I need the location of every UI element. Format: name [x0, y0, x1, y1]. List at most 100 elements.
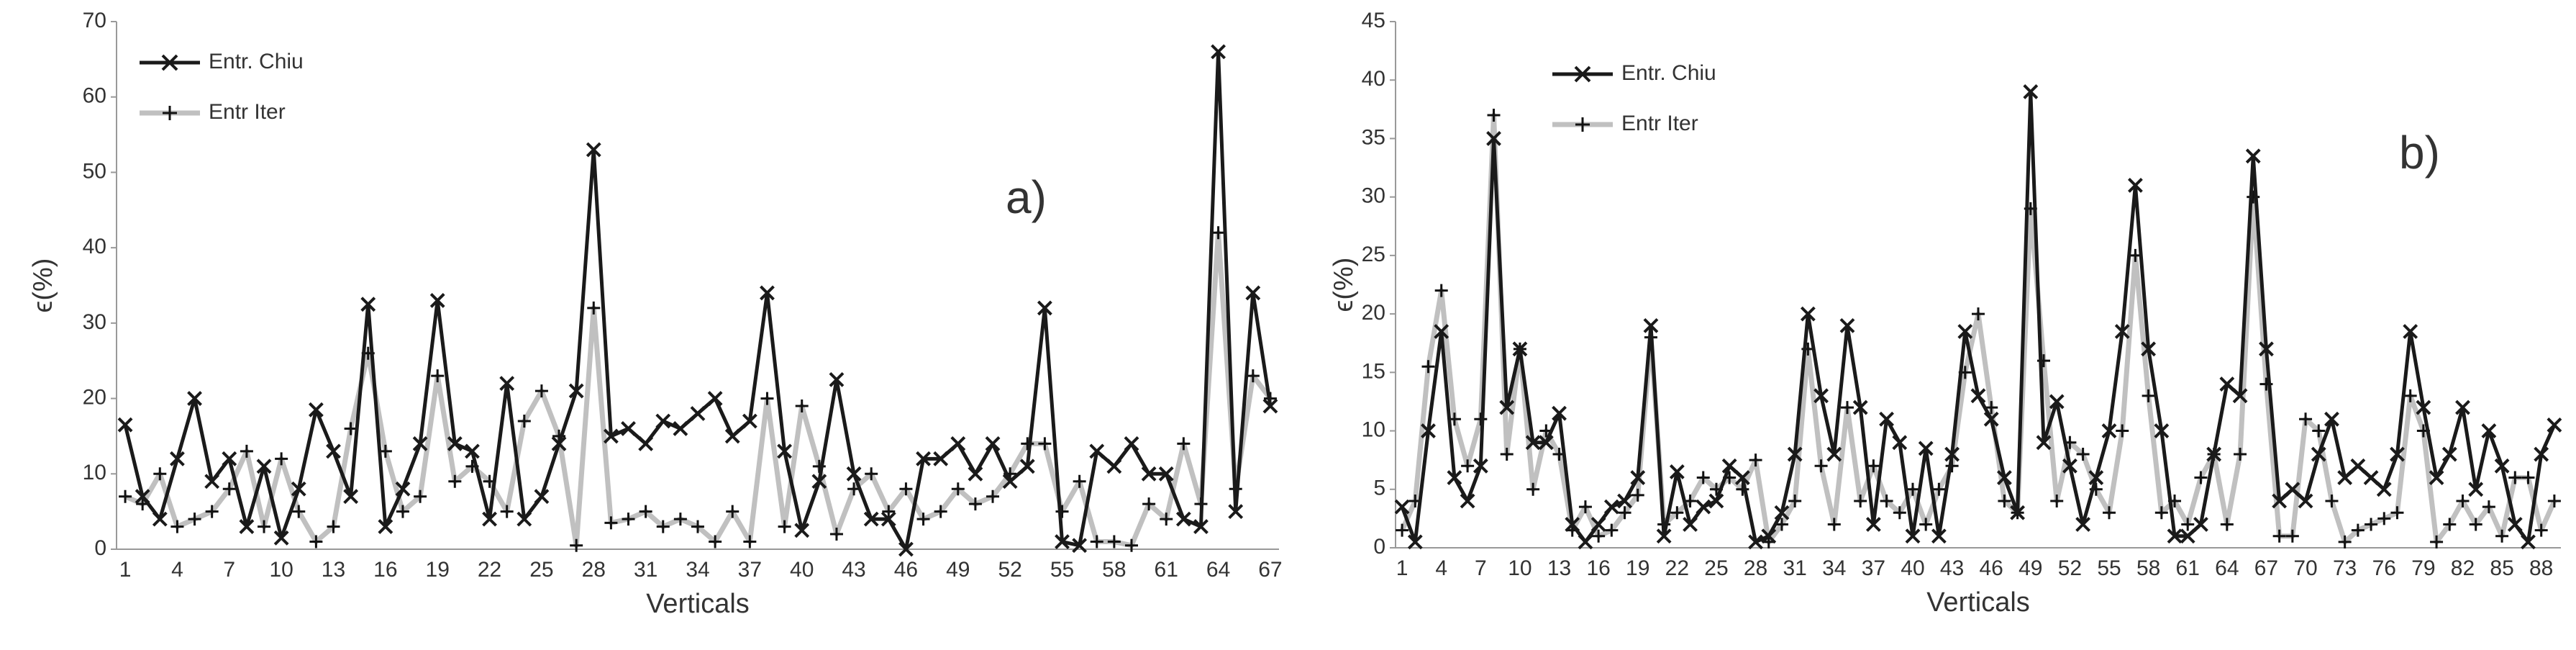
point-marker	[1800, 306, 1816, 322]
x-tick-label: 43	[1940, 556, 1964, 580]
point-marker	[2521, 534, 2536, 550]
point-marker	[1565, 517, 1580, 532]
point-marker	[1734, 470, 1750, 485]
point-marker	[152, 511, 168, 527]
point-marker	[2312, 424, 2326, 438]
point-marker	[378, 519, 393, 535]
point-marker	[2351, 523, 2365, 537]
point-marker	[1906, 482, 1919, 496]
point-marker	[880, 511, 896, 527]
point-marker	[1512, 341, 1528, 357]
y-tick-label: 45	[1362, 9, 1385, 32]
x-tick-label: 55	[1050, 558, 1074, 582]
panel: 0 5 10 15 20 25 30 35 40 45 1 4 7 10 13 16 19 22 25 28 31 34 3…	[1329, 9, 2562, 618]
point-marker	[2324, 411, 2339, 427]
point-marker	[2050, 495, 2064, 508]
point-marker	[448, 474, 462, 488]
point-marker	[343, 489, 359, 505]
annotation: b)	[2399, 127, 2440, 179]
point-marker	[1434, 324, 1449, 339]
point-marker	[1552, 405, 1567, 421]
x-tick-label: 22	[1665, 556, 1689, 580]
y-axis-title: ϵ(%)	[28, 258, 58, 313]
point-marker	[1525, 435, 1541, 451]
x-tick-label: 7	[1475, 556, 1487, 580]
x-tick-label: 22	[478, 558, 501, 582]
point-marker	[2547, 417, 2562, 433]
y-tick-label: 15	[1362, 359, 1385, 383]
point-marker	[1983, 411, 1999, 427]
point-marker	[500, 505, 514, 518]
point-marker	[933, 451, 949, 466]
point-marker	[222, 451, 237, 466]
point-marker	[742, 413, 757, 429]
point-marker	[2521, 471, 2535, 484]
point-marker	[2455, 400, 2470, 415]
point-marker	[1905, 528, 1921, 544]
panel: 0 10 20 30 40 50 60 70 1 4 7 10 13 16 19 22 25 28 31 34 37 40…	[28, 9, 1283, 619]
point-marker	[414, 489, 427, 503]
point-marker	[2036, 435, 2052, 451]
point-marker	[2167, 528, 2183, 544]
x-tick-label: 43	[842, 558, 865, 582]
x-tick-label: 28	[582, 558, 606, 582]
point-marker	[1158, 466, 1174, 482]
point-marker	[829, 371, 845, 387]
x-tick-label: 85	[2490, 556, 2513, 580]
x-tick-label: 10	[269, 558, 293, 582]
x-tick-label: 49	[2019, 556, 2042, 580]
point-marker	[777, 443, 793, 459]
point-marker	[1160, 513, 1173, 526]
x-tick-label: 79	[2411, 556, 2435, 580]
y-tick-label: 70	[83, 9, 106, 32]
point-marker	[2103, 506, 2116, 520]
point-marker	[794, 523, 810, 538]
point-marker	[239, 519, 255, 535]
point-marker	[2377, 512, 2391, 525]
point-marker	[447, 435, 463, 451]
point-marker	[639, 505, 652, 518]
legend-label: Entr Iter	[1621, 112, 1698, 135]
point-marker	[1590, 517, 1606, 532]
y-tick-label: 50	[83, 159, 106, 183]
point-marker	[1787, 446, 1803, 462]
point-marker	[275, 452, 288, 466]
point-marker	[2142, 389, 2155, 402]
x-tick-label: 13	[322, 558, 345, 582]
point-marker	[1708, 493, 1724, 509]
y-tick-label: 30	[1362, 184, 1385, 208]
point-marker	[2299, 412, 2313, 426]
point-marker	[2469, 518, 2482, 531]
point-marker	[1421, 360, 1435, 374]
point-marker	[1487, 108, 1501, 122]
point-marker	[1865, 517, 1881, 532]
point-marker	[1592, 529, 1606, 543]
point-marker	[829, 528, 843, 541]
point-marker	[2350, 458, 2366, 474]
point-marker	[1526, 482, 1540, 496]
point-marker	[1893, 506, 1906, 520]
point-marker	[1245, 285, 1261, 301]
point-marker	[1228, 504, 1244, 520]
point-marker	[2403, 389, 2417, 402]
point-marker	[1107, 535, 1121, 549]
point-marker	[1788, 495, 1802, 508]
x-tick-label: 46	[894, 558, 918, 582]
point-marker	[1141, 466, 1157, 482]
point-marker	[135, 489, 150, 505]
point-marker	[516, 511, 532, 527]
y-axis-title: ϵ(%)	[1329, 258, 1359, 312]
point-marker	[622, 513, 635, 526]
point-marker	[292, 505, 306, 518]
point-marker	[2430, 535, 2444, 549]
point-marker	[882, 505, 896, 518]
x-tick-label: 40	[790, 558, 814, 582]
point-marker	[170, 520, 184, 533]
point-marker	[309, 535, 323, 549]
point-marker	[1944, 446, 1960, 462]
point-marker	[916, 513, 930, 526]
point-marker	[1421, 423, 1436, 438]
point-marker	[2219, 376, 2235, 392]
point-marker	[2272, 493, 2288, 509]
point-marker	[603, 428, 619, 444]
